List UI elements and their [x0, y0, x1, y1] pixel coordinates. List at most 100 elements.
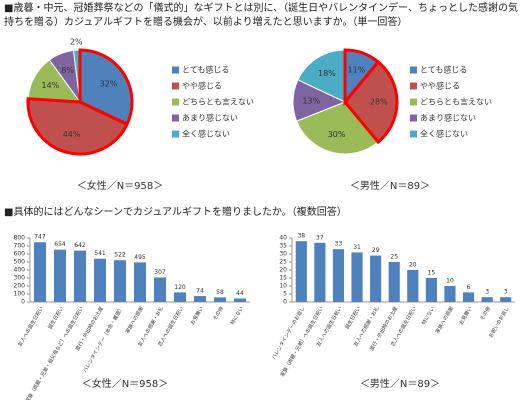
value-label: 522 [114, 252, 126, 259]
chart-caption: ＜女性／N＝958＞ [82, 377, 169, 390]
x-tick-label: バレンタインデーのお返し [270, 305, 306, 360]
bar [444, 286, 456, 302]
x-tick-label: その他 [211, 305, 225, 322]
slice-label: 18% [318, 69, 336, 78]
value-label: 44 [236, 290, 244, 297]
legend-label: とても感じる [182, 65, 229, 75]
legend-label: 全く感じない [182, 129, 230, 139]
y-tick-label: 100 [14, 291, 26, 298]
bar [500, 297, 512, 302]
value-label: 38 [297, 233, 305, 240]
bar [332, 249, 345, 302]
slice-label: 11% [348, 66, 366, 75]
y-tick-label: 200 [14, 283, 26, 290]
legend-label: どちらとも言えない [420, 97, 492, 107]
value-label: 33 [335, 241, 343, 248]
y-tick-label: 700 [14, 243, 26, 250]
legend-swatch [410, 130, 417, 138]
value-label: 541 [94, 250, 106, 257]
value-label: 120 [174, 284, 186, 291]
legend-swatch [410, 98, 417, 106]
y-tick-label: 30 [279, 251, 287, 258]
bar [214, 297, 226, 302]
legend-label: あまり感じない [420, 113, 476, 123]
bar [314, 242, 326, 302]
x-tick-label: 家族への感謝 [434, 305, 455, 334]
x-tick-label: 家族への感謝 [124, 305, 145, 334]
bar [351, 252, 363, 302]
legend-swatch [410, 82, 417, 90]
chart-caption: ＜女性／N＝958＞ [77, 179, 164, 192]
bar [407, 270, 419, 302]
x-tick-label: お見舞い [458, 305, 474, 326]
legend-label: 全く感じない [420, 129, 468, 139]
bar [54, 249, 66, 302]
bar [154, 277, 166, 302]
slice-outline [78, 48, 134, 127]
slice-outline [343, 59, 399, 145]
x-tick-label: 誕生日祝い [46, 305, 65, 330]
slice-label: 2% [70, 38, 83, 47]
chart-caption: ＜男性／N＝89＞ [350, 179, 430, 192]
legend-label: やや感じる [182, 81, 222, 91]
value-label: 747 [34, 234, 46, 241]
chart-caption: ＜男性／N＝89＞ [360, 377, 440, 390]
y-tick-label: 40 [279, 235, 287, 242]
heading: ■歳暮・中元、冠婚葬祭などの「儀式的」なギフトとは別に、（誕生日やバレンタインデ… [4, 3, 519, 28]
pie-slice [297, 49, 346, 103]
value-label: 25 [390, 254, 398, 261]
value-label: 495 [134, 254, 146, 261]
slice-label: 8% [61, 66, 74, 75]
bar [174, 292, 186, 302]
slice-outline [26, 97, 130, 156]
x-tick-label: お見舞い [189, 305, 205, 326]
legend-label: あまり感じない [182, 113, 238, 123]
legend-label: とても感じる [420, 65, 467, 75]
x-tick-label: バレンタインデー（本命・義理） [81, 305, 125, 373]
slice-label: 14% [41, 81, 59, 90]
y-tick-label: 35 [279, 243, 287, 250]
slice-label: 32% [100, 79, 118, 88]
bar [462, 292, 475, 302]
value-label: 3 [485, 289, 489, 296]
bar [94, 258, 106, 302]
value-label: 37 [316, 234, 324, 241]
y-tick-label: 600 [14, 251, 26, 258]
slice-label: 30% [328, 130, 346, 139]
bar [194, 296, 206, 302]
bar [234, 298, 246, 302]
value-label: 3 [504, 289, 508, 296]
slice-label: 44% [63, 130, 81, 139]
legend-label: やや感じる [420, 81, 460, 91]
legend-swatch [172, 114, 179, 122]
legend-swatch [410, 114, 417, 122]
value-label: 6 [467, 284, 471, 291]
x-tick-label: 特にない [420, 305, 436, 326]
bar [134, 262, 146, 302]
bar [388, 262, 400, 302]
y-tick-label: 800 [14, 235, 26, 242]
legend-label: どちらとも言えない [182, 97, 254, 107]
value-label: 654 [54, 241, 66, 248]
value-label: 31 [353, 244, 361, 251]
heading: ■具体的にはどんなシーンでカジュアルギフトを贈りましたか。（複数回答） [4, 207, 347, 218]
x-tick-label: 誕生日祝い [344, 305, 363, 330]
bar [370, 255, 382, 302]
value-label: 74 [196, 288, 204, 295]
value-label: 15 [428, 270, 436, 277]
bar [425, 278, 437, 302]
legend-swatch [172, 130, 179, 138]
y-tick-label: 15 [279, 275, 287, 282]
value-label: 58 [216, 289, 224, 296]
legend-swatch [172, 98, 179, 106]
y-tick-label: 0 [21, 299, 25, 306]
slice-label: 28% [370, 98, 388, 107]
y-tick-label: 10 [279, 283, 287, 290]
y-tick-label: 400 [14, 267, 26, 274]
legend-swatch [172, 66, 179, 74]
slice-label: 13% [302, 96, 320, 105]
y-tick-label: 300 [14, 275, 26, 282]
value-label: 20 [409, 262, 417, 269]
